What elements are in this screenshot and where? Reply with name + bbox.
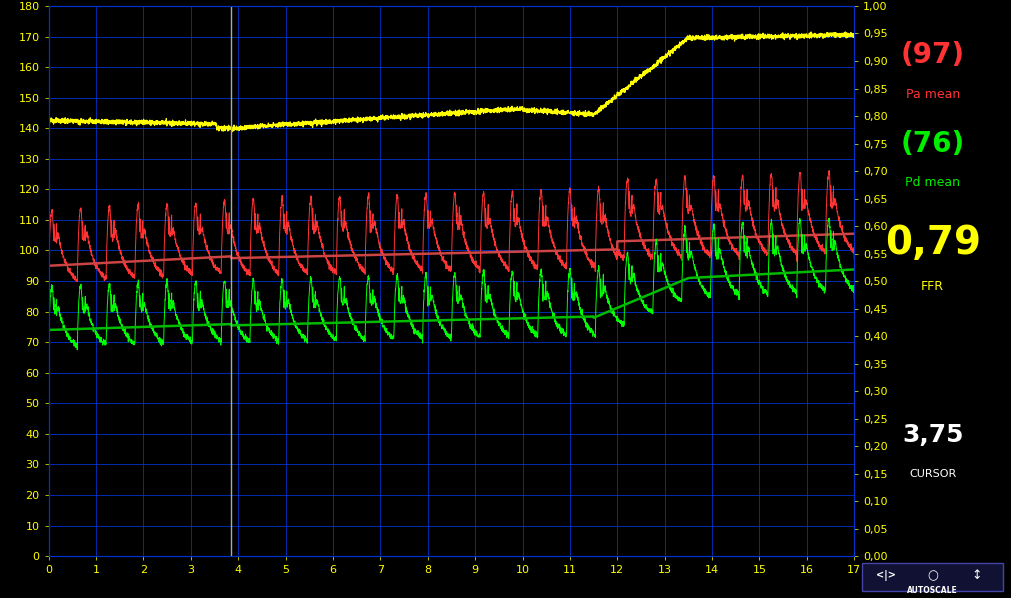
Text: 3,75: 3,75 [902,423,963,447]
Text: (76): (76) [901,130,964,157]
Text: 0,79: 0,79 [885,224,981,261]
Text: <|>: <|> [876,570,896,581]
Text: AUTOSCALE: AUTOSCALE [907,586,958,595]
Text: (97): (97) [901,41,964,69]
Text: CURSOR: CURSOR [909,469,956,478]
Text: FFR: FFR [921,280,944,293]
Text: ↕: ↕ [972,569,982,582]
Text: Pa mean: Pa mean [906,87,959,100]
Text: ○: ○ [927,569,938,582]
Text: Pd mean: Pd mean [905,176,960,188]
FancyBboxPatch shape [862,563,1003,591]
